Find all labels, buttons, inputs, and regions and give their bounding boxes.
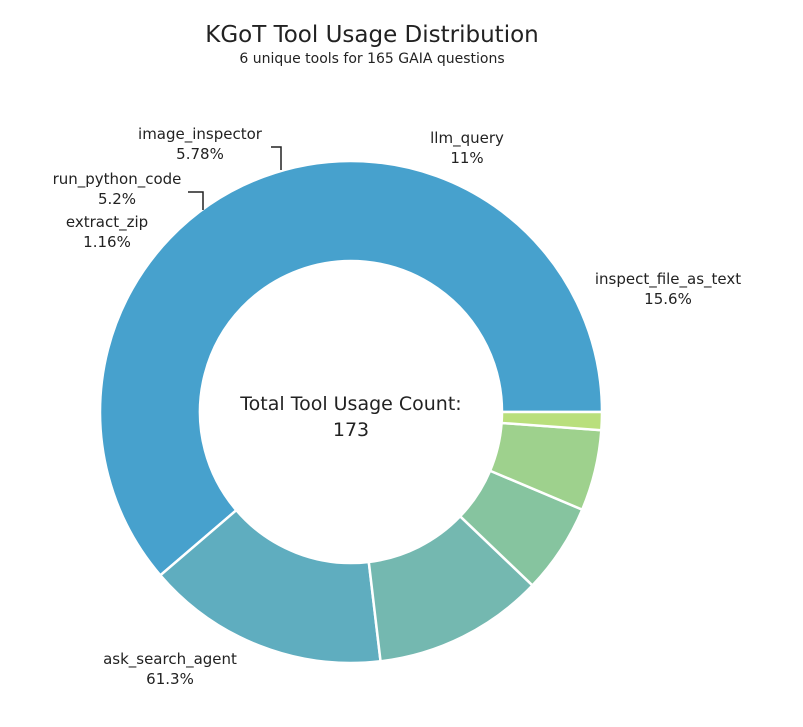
leader-image-inspector: [271, 146, 282, 170]
slice-name: ask_search_agent: [103, 650, 237, 669]
slice-percent: 5.2%: [98, 190, 136, 208]
slice-label-run-python-code: run_python_code 5.2%: [53, 170, 182, 208]
slice-percent: 11%: [450, 149, 483, 167]
slice-percent: 15.6%: [644, 290, 692, 308]
slice-name: llm_query: [430, 129, 504, 148]
slice-percent: 5.78%: [176, 145, 224, 163]
donut-slices: [98, 159, 604, 665]
slice-extract-zip: [500, 410, 604, 432]
slice-label-llm-query: llm_query 11%: [430, 129, 504, 167]
slice-percent: 61.3%: [146, 670, 194, 688]
chart-subtitle: 6 unique tools for 165 GAIA questions: [239, 51, 504, 67]
slice-name: extract_zip: [66, 213, 148, 232]
center-value: 173: [333, 419, 369, 441]
label-leader-lines: [188, 146, 282, 210]
slice-labels: ask_search_agent 61.3% inspect_file_as_tex…: [53, 125, 742, 688]
slice-label-ask-search-agent: ask_search_agent 61.3%: [103, 650, 237, 688]
slice-percent: 1.16%: [83, 233, 131, 251]
center-label: Total Tool Usage Count:: [239, 393, 461, 415]
slice-label-image-inspector: image_inspector 5.78%: [138, 125, 263, 163]
slice-name: image_inspector: [138, 125, 263, 144]
leader-run-python-code: [188, 191, 204, 210]
slice-label-inspect-file-as-text: inspect_file_as_text 15.6%: [595, 270, 741, 308]
slice-ask-search-agent: [98, 159, 604, 578]
chart-title: KGoT Tool Usage Distribution: [205, 22, 538, 48]
slice-name: inspect_file_as_text: [595, 270, 741, 289]
slice-name: run_python_code: [53, 170, 182, 189]
slice-label-extract-zip: extract_zip 1.16%: [66, 213, 148, 251]
